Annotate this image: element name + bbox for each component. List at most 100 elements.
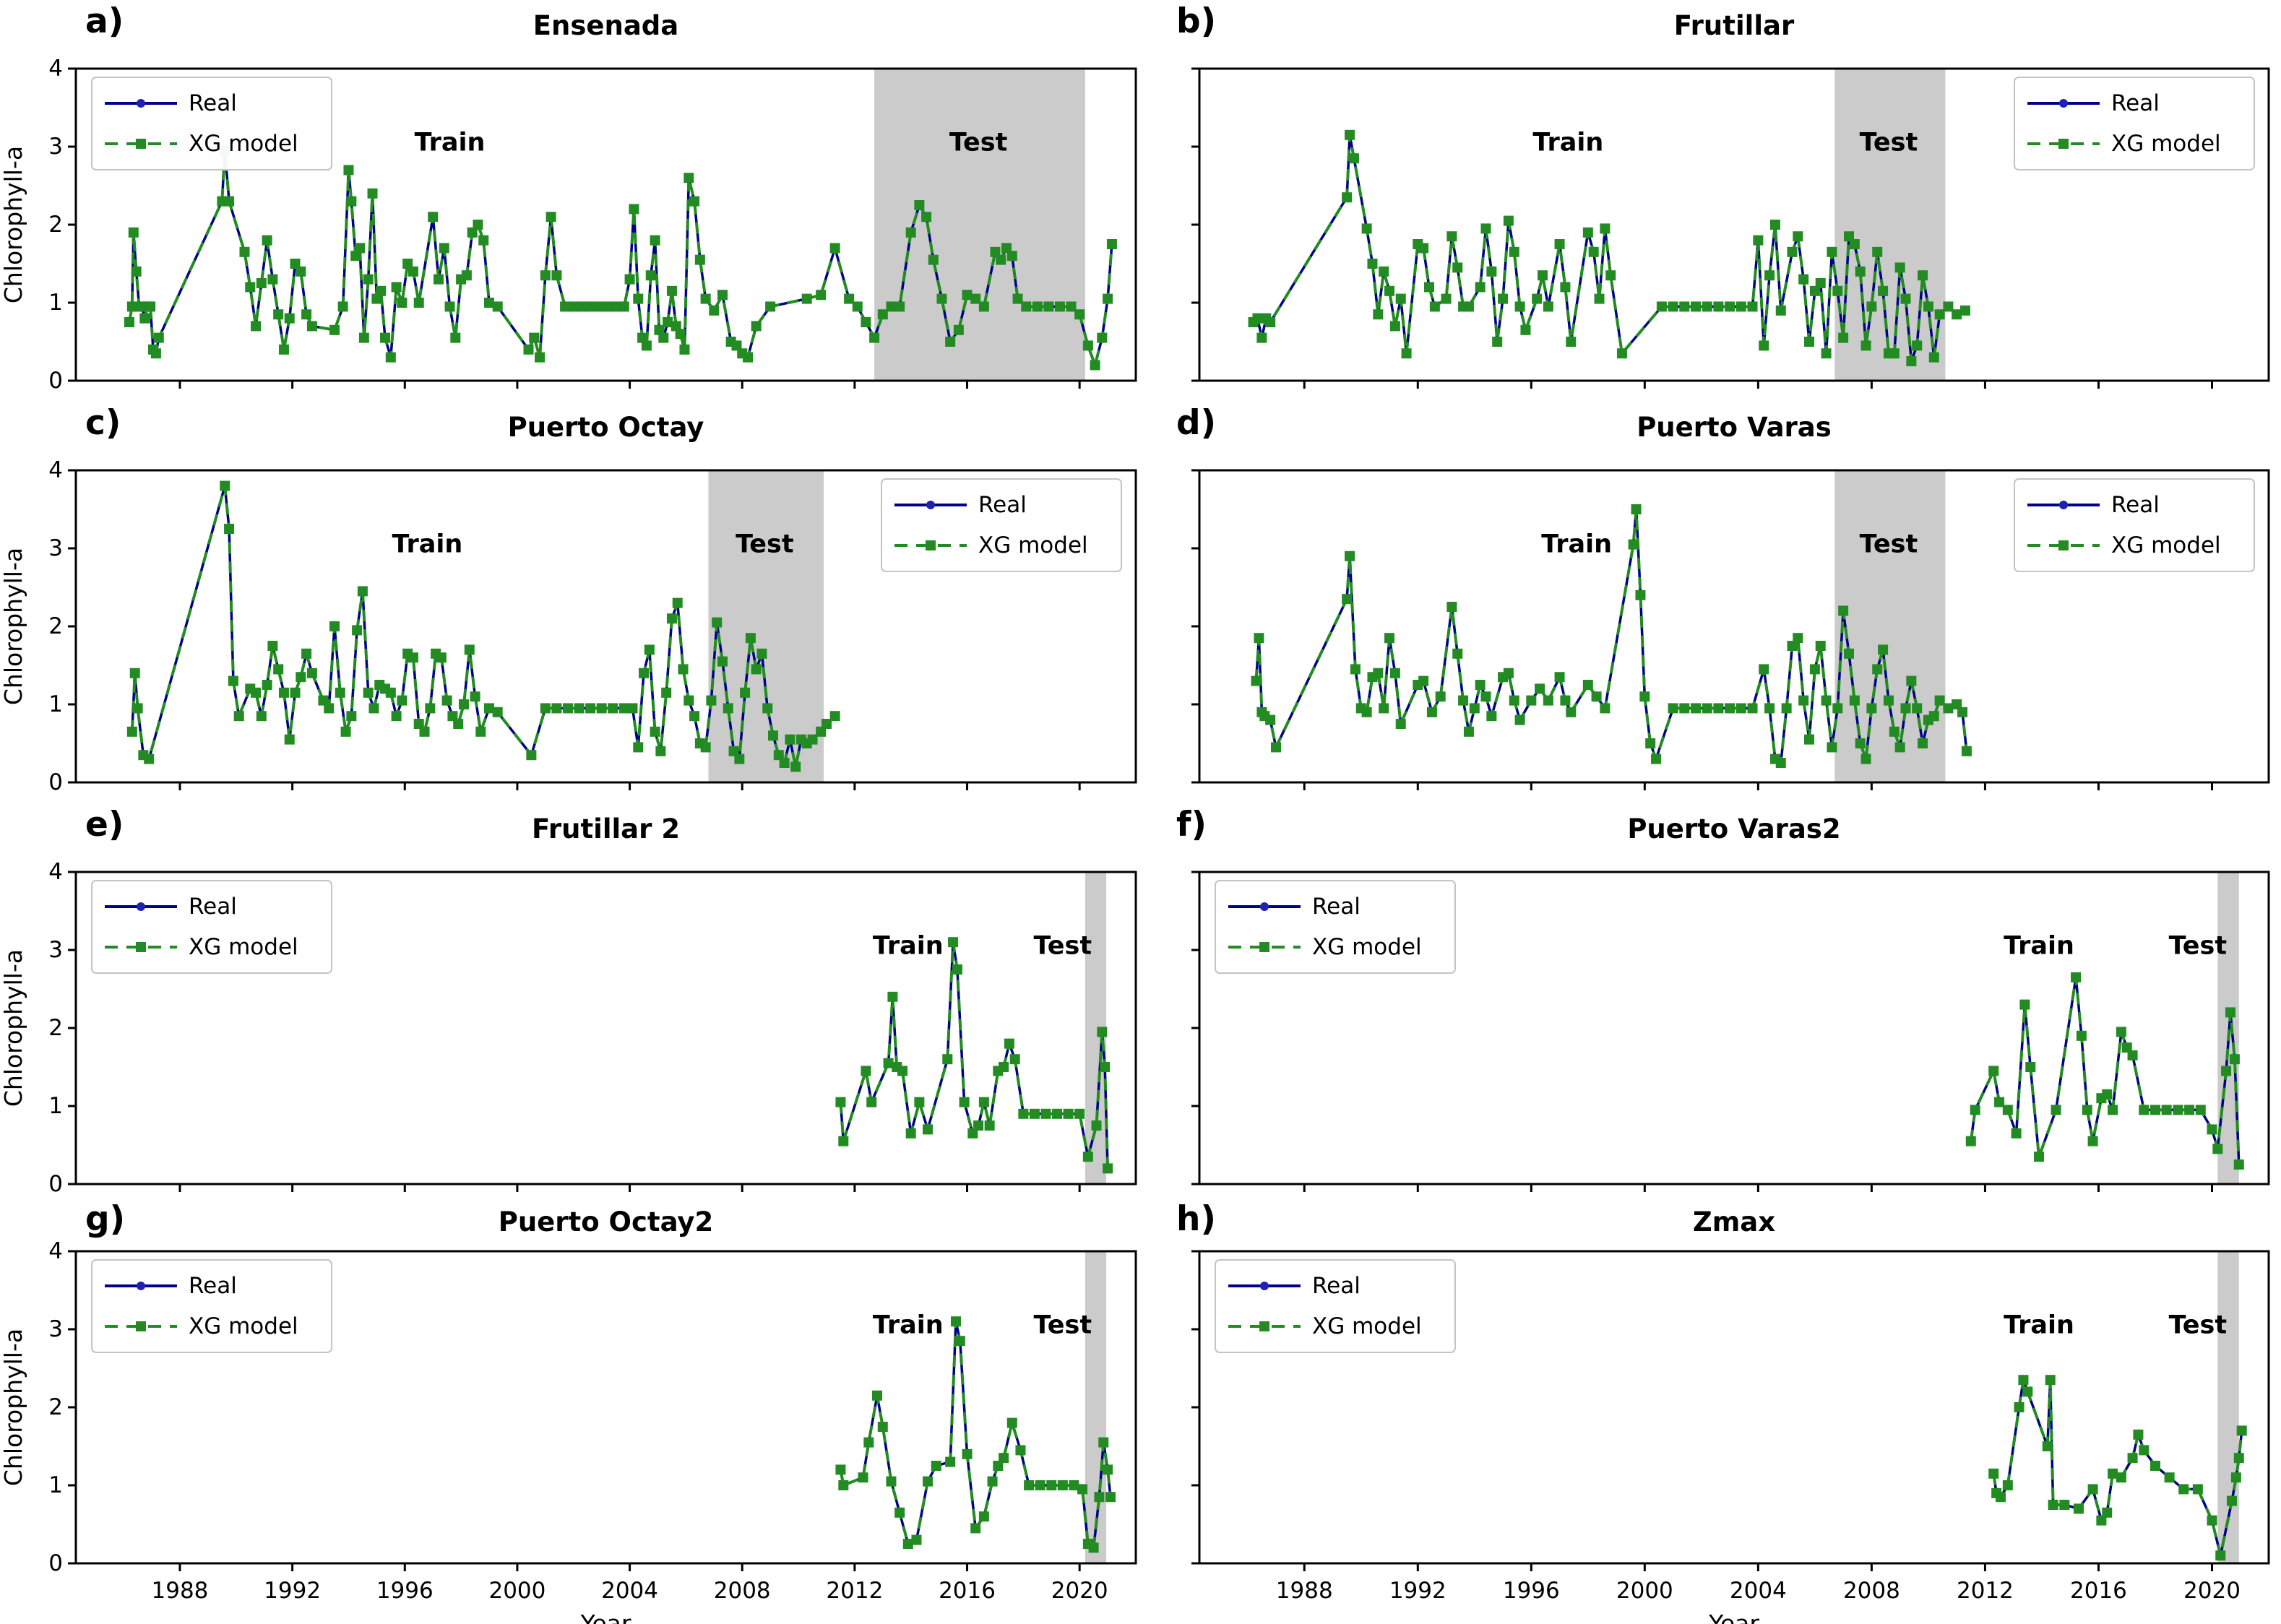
series-xg-marker (627, 703, 638, 714)
series-xg-marker (2161, 1105, 2172, 1115)
series-xg-marker (1923, 301, 1933, 312)
series-xg-marker (1616, 348, 1627, 359)
series-xg-marker (921, 212, 932, 223)
series-xg-model (1988, 1375, 2247, 1561)
series-xg-marker (1106, 239, 1117, 249)
series-xg-marker (999, 1062, 1009, 1072)
series-xg-marker (1088, 1542, 1099, 1553)
panel-h: 1988 1992 1996 2000 2004 2008 2012 2016 2020 Year… (1140, 1199, 2281, 1624)
series-xg-marker (675, 329, 686, 340)
series-xg-marker (740, 687, 751, 698)
series-xg-marker (829, 243, 840, 254)
series-xg-marker (1747, 703, 1758, 714)
series-xg-marker (535, 352, 546, 363)
series-xg-marker (391, 711, 402, 722)
series-xg-marker (324, 703, 335, 714)
y-tick-label: 2 (48, 1394, 63, 1420)
series-xg-marker (1054, 301, 1065, 312)
legend-real-label: Real (189, 1273, 237, 1299)
series-xg-marker (1475, 680, 1486, 690)
legend: Real XG model (2014, 478, 2255, 572)
series-xg-marker (1395, 719, 1406, 729)
series-xg-marker (585, 703, 596, 714)
series-xg-marker (346, 711, 357, 722)
series-xg-marker (343, 165, 354, 176)
series-xg-marker (1631, 504, 1642, 514)
series-xg-marker (1560, 695, 1571, 706)
series-xg-marker (593, 301, 604, 312)
series-xg-marker (1560, 282, 1571, 293)
series-real-line (1970, 977, 2241, 1165)
y-tick-label: 1 (48, 1093, 63, 1119)
legend-box (91, 77, 332, 170)
series-xg-marker (2207, 1124, 2217, 1135)
series-real-line (839, 1321, 1112, 1550)
series-xg-marker (329, 621, 340, 631)
series-xg-marker (1015, 1445, 1026, 1456)
series-xg-marker (551, 703, 562, 714)
series-xg-marker (1866, 703, 1877, 714)
series-xg-marker (936, 293, 947, 304)
series-xg-marker (1004, 1038, 1014, 1049)
y-tick-label: 1 (48, 290, 63, 316)
series-xg-marker (1591, 691, 1602, 702)
plot-area: Train Test Real XG model (1191, 871, 2270, 1192)
series-xg-marker (1912, 340, 1923, 351)
test-shaded-region (1834, 69, 1946, 381)
series-xg-marker (1535, 683, 1545, 694)
series-xg-marker (953, 324, 964, 335)
series-xg-marker (1469, 703, 1480, 714)
x-ticks (178, 381, 1081, 389)
series-xg-marker (1878, 644, 1889, 655)
series-xg-marker (948, 937, 959, 948)
series-xg-marker (1769, 220, 1780, 230)
series-xg-marker (267, 641, 278, 651)
series-xg-marker (1057, 1480, 1068, 1490)
y-tick-label: 3 (48, 1316, 63, 1342)
plot-area: 0 1 2 3 4 Chlorophyll-a Train Test Real XG model (0, 457, 1137, 795)
legend-real-label: Real (2111, 90, 2160, 116)
series-xg-marker (978, 1097, 989, 1107)
series-xg-marker (608, 703, 618, 714)
series-xg-marker (145, 301, 156, 312)
series-xg-marker (1582, 227, 1593, 238)
series-xg-marker (1074, 309, 1085, 320)
series-xg-marker (1838, 605, 1849, 616)
series-xg-marker (1764, 703, 1775, 714)
legend-box (2014, 478, 2255, 572)
series-xg-marker (475, 726, 486, 737)
y-tick-label: 4 (48, 859, 63, 885)
plot-area: 1988 1992 1996 2000 2004 2008 2012 2016 2020 Year… (1191, 1250, 2270, 1624)
series-xg-marker (999, 1453, 1009, 1464)
series-xg-marker (436, 652, 447, 663)
series-xg-marker (858, 1472, 868, 1483)
series-xg-line (839, 941, 1110, 1169)
series-xg-marker (1793, 231, 1803, 242)
series-xg-marker (644, 644, 655, 655)
series-xg-marker (153, 332, 164, 343)
legend-box (1215, 880, 1456, 974)
series-xg-marker (706, 695, 717, 706)
y-axis-label: Chlorophyll-a (0, 548, 27, 705)
series-xg-marker (821, 719, 832, 729)
legend-box (1215, 1259, 1456, 1353)
series-xg-marker (1094, 1492, 1105, 1503)
y-tick-label: 2 (48, 613, 63, 639)
series-xg-marker (1043, 301, 1054, 312)
series-xg-marker (1441, 293, 1452, 304)
series-xg-marker (251, 321, 262, 332)
series-xg-marker (1100, 1062, 1111, 1072)
series-xg-marker (560, 301, 571, 312)
series-xg-marker (585, 301, 596, 312)
series-xg-marker (751, 321, 762, 332)
series-xg-marker (1849, 695, 1860, 706)
series-xg-model (835, 937, 1113, 1174)
series-xg-marker (1350, 664, 1361, 675)
series-xg-marker (419, 726, 430, 737)
y-tick-label: 0 (48, 769, 63, 795)
series-xg-marker (984, 1120, 995, 1131)
series-xg-marker (1988, 1468, 1999, 1479)
series-xg-marker (1639, 691, 1650, 702)
y-ticks: 0 1 2 3 4 (48, 56, 76, 394)
